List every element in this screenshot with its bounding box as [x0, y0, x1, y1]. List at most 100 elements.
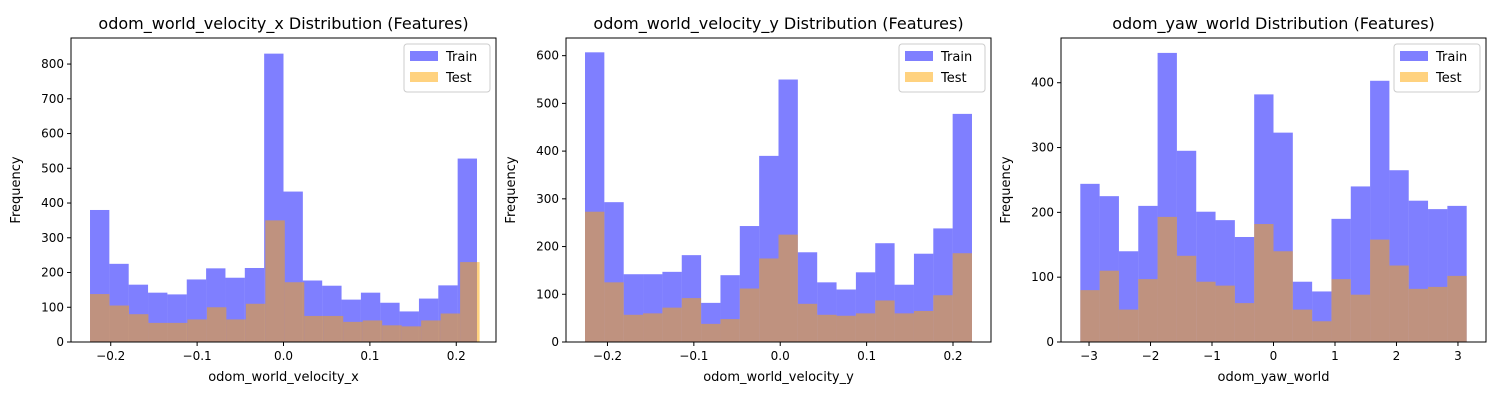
test-histogram-bar: [585, 211, 605, 342]
x-tick-label: 0.0: [771, 349, 790, 363]
test-histogram-bar: [265, 220, 285, 342]
y-tick-label: 500: [41, 161, 64, 175]
test-histogram-bar: [382, 325, 402, 342]
test-histogram-bar: [1370, 239, 1390, 342]
chart-title: odom_world_velocity_x Distribution (Feat…: [98, 14, 468, 34]
test-histogram-bar: [1312, 321, 1332, 342]
test-histogram-bar: [460, 262, 480, 342]
test-histogram-bar: [1273, 251, 1293, 342]
test-histogram-bar: [90, 294, 110, 342]
legend-label-test: Test: [1435, 71, 1462, 86]
y-tick-label: 0: [1046, 335, 1054, 349]
test-histogram-bar: [1292, 309, 1313, 342]
test-histogram-bar: [817, 314, 837, 342]
test-histogram-bar: [855, 313, 876, 342]
test-histogram-bar: [701, 323, 721, 342]
test-histogram-bar: [1176, 255, 1197, 342]
x-tick-label: −0.2: [96, 349, 125, 363]
test-histogram-bar: [440, 313, 461, 342]
test-histogram-bar: [778, 234, 798, 342]
ticks-group: −0.2 −0.1 0.0 0.1 0.2 0 100 200 300 400 500 600 700 8…: [41, 57, 466, 363]
legend-label-train: Train: [445, 50, 477, 65]
y-tick-label: 400: [536, 144, 559, 158]
legend-swatch-train: [1400, 51, 1428, 61]
y-tick-label: 500: [536, 96, 559, 110]
y-tick-label: 0: [56, 335, 64, 349]
test-histogram-bar: [913, 310, 934, 342]
x-tick-label: −1: [1203, 349, 1221, 363]
test-histogram-bar: [226, 319, 246, 342]
x-tick-label: 0.1: [360, 349, 379, 363]
test-histogram-bar: [933, 295, 953, 342]
x-axis-label: odom_world_velocity_y: [703, 370, 854, 385]
x-tick-label: 0.2: [943, 349, 962, 363]
panel-velocity-x: −0.2 −0.1 0.0 0.1 0.2 0 100 200 300 400 500 600 700 8…: [9, 14, 497, 385]
test-histogram-bar: [128, 314, 149, 342]
test-histogram-bar: [284, 282, 305, 342]
legend-swatch-test: [410, 72, 438, 82]
test-histogram-bar: [604, 282, 624, 342]
x-tick-label: 0.1: [857, 349, 876, 363]
y-tick-label: 800: [41, 57, 64, 71]
legend-swatch-train: [905, 51, 933, 61]
y-axis-label: Frequency: [999, 156, 1014, 223]
y-tick-label: 300: [536, 192, 559, 206]
x-tick-label: −3: [1080, 349, 1098, 363]
test-histogram-bar: [875, 300, 895, 342]
test-histogram-bar: [1447, 275, 1467, 342]
y-axis-label: Frequency: [504, 156, 519, 223]
test-histogram-bar: [836, 315, 856, 342]
test-histogram-bar: [894, 313, 914, 342]
legend-label-test: Test: [940, 71, 967, 86]
legend-swatch-train: [410, 51, 438, 61]
axes-frame: [1060, 37, 1487, 343]
test-histogram-bar: [148, 322, 168, 342]
y-tick-label: 300: [1031, 141, 1054, 155]
test-histogram-bar: [167, 322, 188, 342]
test-histogram-bar: [1157, 216, 1177, 342]
ticks-group: −0.2 −0.1 0.0 0.1 0.2 0 100 200 300 400 500 600: [536, 49, 962, 363]
legend-label-test: Test: [445, 71, 472, 86]
test-histogram-bar: [343, 321, 363, 342]
axes-frame: [565, 37, 992, 343]
x-tick-label: 1: [1331, 349, 1339, 363]
test-histogram-bar: [720, 319, 740, 342]
test-histogram-bar: [1254, 224, 1274, 342]
test-histogram-bar: [187, 319, 207, 342]
test-histogram-bar: [643, 313, 663, 342]
x-tick-label: −0.1: [183, 349, 212, 363]
y-tick-label: 300: [41, 231, 64, 245]
legend-label-train: Train: [1435, 50, 1467, 65]
test-histogram-bar: [1080, 290, 1100, 342]
test-histogram-bar: [952, 253, 972, 342]
test-histogram-bar: [1138, 279, 1158, 342]
bars-group: [1080, 52, 1467, 342]
x-axis-label: odom_world_velocity_x: [208, 370, 359, 385]
test-histogram-bar: [421, 320, 441, 342]
y-tick-label: 200: [536, 240, 559, 254]
test-histogram-bar: [323, 315, 344, 342]
ticks-group: −3 −2 −1 0 1 2 3 0 100 200 300 400: [1031, 76, 1462, 363]
y-tick-label: 0: [551, 335, 559, 349]
test-histogram-bar: [1234, 303, 1255, 342]
x-axis-label: odom_yaw_world: [1218, 370, 1330, 385]
test-histogram-bar: [1408, 288, 1429, 342]
legend: Train Test: [403, 43, 491, 93]
test-histogram-bar: [1428, 286, 1448, 342]
x-tick-label: 2: [1393, 349, 1401, 363]
test-histogram-bar: [245, 303, 266, 342]
y-tick-label: 700: [41, 92, 64, 106]
x-tick-label: 0: [1270, 349, 1278, 363]
test-histogram-bar: [362, 320, 383, 342]
x-tick-label: 0.2: [447, 349, 466, 363]
y-tick-label: 600: [536, 49, 559, 63]
x-tick-label: −2: [1142, 349, 1160, 363]
y-tick-label: 600: [41, 127, 64, 141]
legend: Train Test: [898, 43, 986, 93]
legend: Train Test: [1393, 43, 1481, 93]
test-histogram-bar: [681, 298, 702, 342]
test-histogram-bar: [401, 326, 422, 342]
test-histogram-bar: [1215, 285, 1235, 342]
test-histogram-bar: [1118, 309, 1139, 342]
